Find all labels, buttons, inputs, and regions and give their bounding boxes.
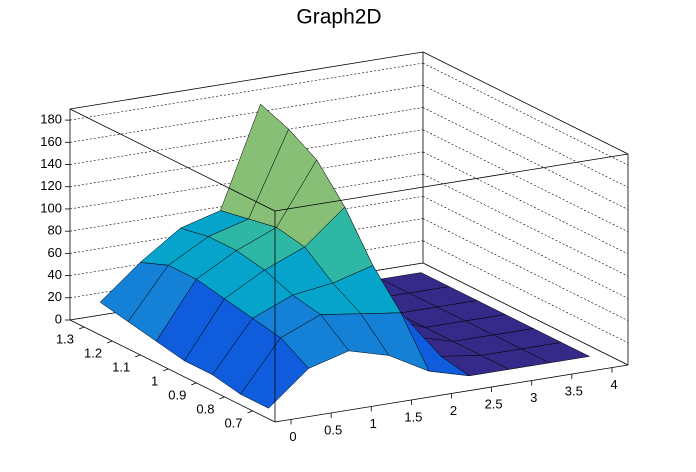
y-tick xyxy=(247,410,253,414)
y-tick-label: 1 xyxy=(151,373,158,388)
x-tick-label: 0 xyxy=(289,429,296,444)
y-tick-label: 1.1 xyxy=(112,359,130,374)
y-tick xyxy=(191,382,197,386)
grid-line xyxy=(69,218,424,276)
box-edge xyxy=(69,319,276,423)
x-tick-label: 2.5 xyxy=(485,396,503,411)
z-tick-label: 80 xyxy=(48,223,62,238)
box-edge xyxy=(422,51,629,155)
box-edge xyxy=(69,51,424,110)
grid-line xyxy=(422,196,629,299)
y-tick-label: 0.7 xyxy=(224,415,242,430)
y-tick xyxy=(219,396,225,400)
x-tick-label: 3.5 xyxy=(565,384,583,399)
y-tick-label: 1.2 xyxy=(84,345,102,360)
x-tick-label: 0.5 xyxy=(324,422,342,437)
box-edge xyxy=(422,262,629,366)
surface-cell xyxy=(240,337,310,409)
z-tick-label: 20 xyxy=(48,289,62,304)
y-tick-label: 0.9 xyxy=(168,387,186,402)
chart-title: Graph2D xyxy=(296,6,381,29)
y-tick xyxy=(78,326,85,330)
grid-line xyxy=(69,85,424,143)
y-tick xyxy=(135,354,141,358)
grid-line xyxy=(69,151,424,210)
grid-line xyxy=(422,85,629,188)
z-tick-label: 40 xyxy=(48,267,62,282)
z-tick-label: 0 xyxy=(55,311,62,326)
z-tick-label: 160 xyxy=(40,134,62,149)
grid-line xyxy=(69,129,424,188)
y-tick-label: 0.8 xyxy=(196,401,214,416)
z-tick-label: 100 xyxy=(40,200,62,215)
grid-line xyxy=(422,129,629,233)
grid-line xyxy=(69,196,424,254)
z-tick-label: 120 xyxy=(40,178,62,193)
grid-line xyxy=(69,62,424,121)
grid-line xyxy=(69,107,424,165)
grid-line xyxy=(422,173,629,277)
y-tick xyxy=(163,368,169,372)
box-edge xyxy=(274,153,629,212)
x-tick-label: 2 xyxy=(450,403,457,418)
x-tick-label: 1 xyxy=(370,416,377,431)
x-tick-label: 3 xyxy=(530,390,537,405)
z-tick-label: 60 xyxy=(48,245,62,260)
grid-line xyxy=(422,151,629,255)
x-tick-label: 4 xyxy=(610,377,617,392)
y-tick-label: 1.3 xyxy=(56,331,74,346)
z-tick-label: 140 xyxy=(40,156,62,171)
grid-line xyxy=(69,173,424,232)
grid-line xyxy=(422,107,629,210)
grid-line xyxy=(422,62,629,166)
box-edge xyxy=(69,108,276,212)
z-tick-label: 180 xyxy=(40,112,62,127)
y-tick xyxy=(106,340,113,344)
x-tick-label: 1.5 xyxy=(404,409,422,424)
